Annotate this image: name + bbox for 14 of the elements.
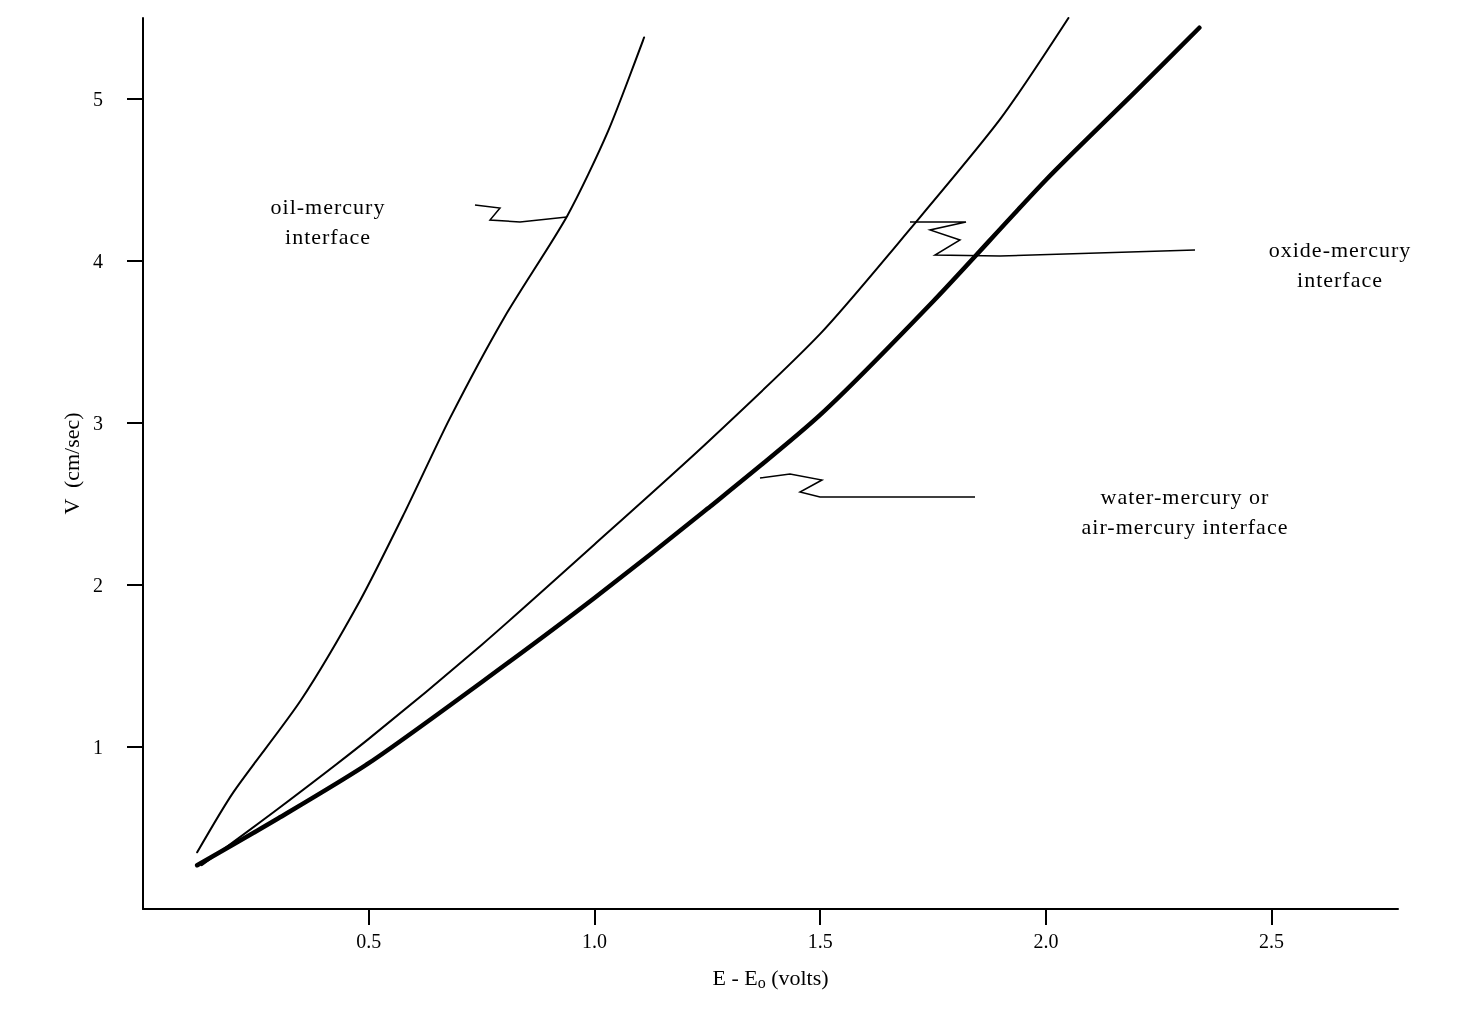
y-tick-label: 2: [93, 574, 103, 596]
y-axis-title: V (cm/sec): [58, 412, 84, 515]
x-tick-label: 2.5: [1259, 930, 1285, 952]
x-tick-label: 1.0: [581, 930, 607, 952]
x-tick-label: 0.5: [356, 930, 382, 952]
annotation: oxide-mercury interface: [1268, 236, 1412, 294]
y-tick-label: 1: [93, 736, 103, 758]
x-tick-label: 2.0: [1033, 930, 1059, 952]
annotation: oil-mercury interface: [270, 193, 386, 251]
y-tick-label: 5: [93, 88, 103, 110]
x-tick-label: 1.5: [807, 930, 833, 952]
y-tick-label: 3: [93, 412, 103, 434]
y-tick-label: 4: [93, 250, 103, 272]
annotation: water-mercury or air-mercury interface: [1081, 483, 1289, 541]
